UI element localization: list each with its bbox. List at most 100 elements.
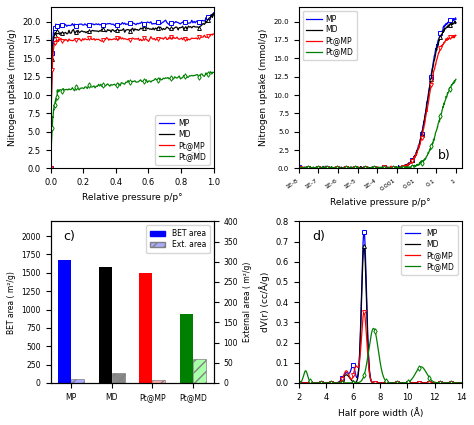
Pt@MP — [211, 31, 217, 37]
Pt@MP — [449, 35, 455, 40]
MP — [449, 17, 455, 23]
MP — [338, 378, 344, 383]
MD — [296, 165, 301, 170]
MP — [459, 380, 465, 385]
MD — [453, 20, 459, 25]
Y-axis label: BET area ( m²/g): BET area ( m²/g) — [7, 271, 16, 334]
Pt@MP — [210, 31, 216, 37]
Pt@MD — [405, 380, 411, 385]
Pt@MP — [392, 380, 398, 385]
Line: Pt@MD: Pt@MD — [299, 329, 462, 383]
MP — [102, 22, 108, 27]
Pt@MP — [453, 33, 459, 38]
MP — [325, 380, 330, 385]
MD — [405, 380, 411, 385]
Bar — [58, 261, 71, 383]
MP — [405, 380, 411, 385]
Pt@MD — [453, 77, 459, 82]
MP — [370, 380, 376, 385]
MD — [390, 165, 395, 170]
MP — [70, 21, 75, 26]
Pt@MD — [70, 85, 75, 90]
MD — [381, 166, 387, 171]
Line: MP: MP — [299, 18, 456, 168]
Text: d): d) — [312, 230, 325, 243]
MP — [381, 166, 387, 171]
Pt@MD — [338, 380, 344, 385]
MD — [372, 166, 377, 171]
Pt@MP — [371, 166, 376, 171]
Line: MP: MP — [51, 13, 214, 168]
MP — [453, 15, 458, 20]
Pt@MP — [102, 37, 108, 42]
MP — [51, 28, 57, 33]
Pt@MD — [48, 167, 54, 172]
Pt@MD — [425, 153, 430, 158]
Bar — [99, 267, 112, 383]
MP — [372, 166, 377, 171]
MD — [449, 21, 455, 26]
MD — [296, 380, 301, 385]
Y-axis label: External area ( m²/g): External area ( m²/g) — [244, 262, 253, 343]
Pt@MD — [371, 326, 376, 331]
MD — [361, 243, 367, 248]
Bar — [139, 273, 153, 383]
Pt@MD — [449, 82, 455, 88]
MP — [425, 95, 431, 100]
Pt@MP — [51, 44, 57, 49]
Y-axis label: Nitrogen uptake (mmol/g): Nitrogen uptake (mmol/g) — [8, 29, 17, 146]
MD — [370, 380, 376, 385]
MD — [425, 96, 431, 101]
MD — [48, 164, 54, 170]
MD — [459, 380, 465, 385]
MD — [452, 19, 458, 24]
Legend: MP, MD, Pt@MP, Pt@MD: MP, MD, Pt@MP, Pt@MD — [302, 11, 357, 60]
Bar — [71, 379, 84, 383]
MD — [210, 11, 216, 16]
Pt@MD — [390, 165, 395, 170]
Text: c): c) — [64, 230, 75, 243]
Pt@MD — [56, 88, 62, 94]
Pt@MD — [459, 380, 465, 385]
Legend: BET area, Ext. area: BET area, Ext. area — [146, 225, 210, 253]
Pt@MP — [48, 166, 54, 171]
Pt@MD — [392, 380, 398, 385]
Y-axis label: Nitrogen uptake (mmol/g): Nitrogen uptake (mmol/g) — [259, 29, 268, 146]
Pt@MD — [102, 83, 108, 88]
Pt@MD — [419, 365, 425, 370]
Pt@MP — [70, 38, 75, 43]
MD — [419, 380, 425, 385]
MD — [297, 166, 302, 171]
Pt@MD — [372, 165, 377, 170]
X-axis label: Relative pressure p/p°: Relative pressure p/p° — [330, 198, 430, 207]
MD — [102, 29, 108, 34]
Legend: MP, MD, Pt@MP, Pt@MD: MP, MD, Pt@MP, Pt@MD — [155, 115, 210, 164]
Pt@MD — [113, 83, 118, 88]
Pt@MD — [51, 108, 57, 113]
MP — [296, 165, 301, 170]
Bar — [193, 359, 206, 383]
Pt@MP — [296, 166, 301, 171]
Pt@MP — [113, 37, 118, 42]
Pt@MP — [56, 38, 62, 43]
MP — [371, 166, 376, 171]
MP — [361, 229, 367, 234]
Line: MD: MD — [299, 21, 456, 168]
Pt@MD — [296, 166, 301, 171]
Pt@MP — [405, 380, 411, 385]
MP — [453, 17, 459, 22]
MP — [113, 23, 118, 28]
Pt@MP — [372, 166, 377, 171]
Pt@MP — [66, 37, 72, 42]
Pt@MD — [325, 380, 331, 385]
MP — [66, 23, 72, 28]
Pt@MP — [419, 380, 425, 385]
Pt@MP — [425, 105, 430, 110]
Line: Pt@MP: Pt@MP — [51, 34, 214, 168]
Bar — [112, 373, 125, 383]
Pt@MD — [66, 86, 72, 91]
Line: MP: MP — [299, 232, 462, 383]
Line: Pt@MP: Pt@MP — [299, 35, 456, 168]
Pt@MD — [323, 380, 329, 385]
MD — [51, 34, 57, 40]
